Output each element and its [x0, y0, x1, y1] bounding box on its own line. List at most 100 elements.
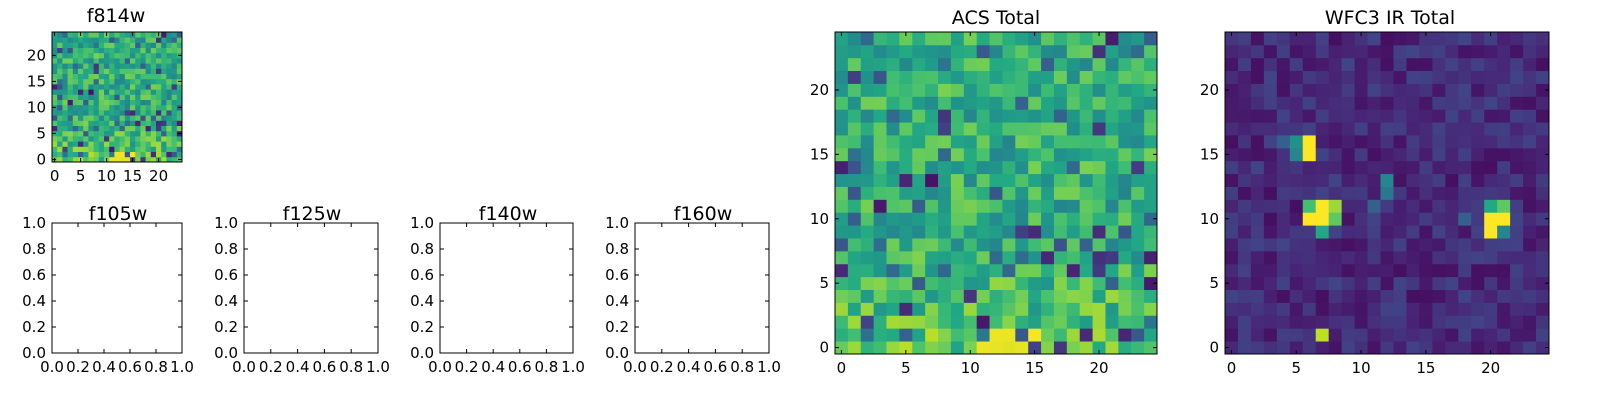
heatmap-cell: [1484, 238, 1498, 252]
heatmap-cell: [88, 42, 94, 48]
heatmap-cell: [1066, 109, 1081, 123]
heatmap-cell: [835, 328, 849, 342]
heatmap-cell: [1237, 147, 1252, 162]
heatmap-cell: [873, 212, 887, 226]
heatmap-cell: [1445, 328, 1459, 342]
heatmap-cell: [1458, 122, 1472, 136]
heatmap-cell: [161, 104, 167, 111]
heatmap-cell: [62, 120, 68, 126]
heatmap-cell: [989, 328, 1003, 342]
heatmap-cell: [1406, 57, 1420, 72]
heatmap-cell: [1328, 160, 1343, 175]
heatmap-cell: [1510, 341, 1524, 355]
heatmap-cell: [1523, 96, 1537, 110]
heatmap-cell: [1419, 122, 1433, 136]
heatmap-cell: [93, 37, 100, 43]
heatmap-cell: [1497, 32, 1511, 46]
heatmap-cell: [1484, 302, 1498, 316]
heatmap-cell: [57, 99, 63, 106]
heatmap-cell: [1053, 199, 1068, 213]
heatmap-cell: [83, 125, 89, 132]
heatmap-cell: [912, 328, 926, 342]
heatmap-cell: [899, 70, 913, 84]
heatmap-cell: [1497, 289, 1511, 303]
heatmap-cell: [1092, 122, 1106, 136]
heatmap-cell: [88, 110, 94, 116]
heatmap-cell: [114, 125, 120, 132]
heatmap-cell: [93, 156, 100, 163]
heatmap-cell: [176, 94, 183, 100]
heatmap-cell: [98, 58, 105, 64]
heatmap-cell: [1341, 70, 1355, 84]
heatmap-cell: [156, 115, 162, 121]
heatmap-cell: [1237, 199, 1252, 213]
heatmap-cell: [150, 104, 157, 111]
heatmap-cell: [1419, 199, 1433, 213]
heatmap-cell: [1028, 263, 1042, 278]
heatmap-cell: [963, 341, 978, 355]
heatmap-cell: [950, 263, 965, 278]
heatmap-cell: [1367, 96, 1381, 110]
heatmap-cell: [1406, 289, 1420, 303]
heatmap-cell: [1066, 57, 1081, 72]
heatmap-cell: [1092, 173, 1106, 187]
heatmap-cell: [873, 44, 887, 59]
heatmap-cell: [912, 109, 926, 123]
heatmap-cell: [899, 122, 913, 136]
heatmap-cell: [1497, 83, 1511, 97]
heatmap-cell: [161, 47, 167, 54]
heatmap-cell: [1041, 263, 1055, 278]
heatmap-cell: [1354, 250, 1368, 265]
heatmap-cell: [156, 141, 162, 147]
heatmap-cell: [886, 199, 900, 213]
heatmap-cell: [72, 120, 79, 126]
y-tick-label: 10: [1200, 210, 1219, 228]
heatmap-cell: [1419, 212, 1433, 226]
heatmap-cell: [1092, 83, 1106, 97]
heatmap-cell: [1393, 173, 1407, 187]
heatmap-cell: [140, 125, 146, 132]
heatmap-cell: [1225, 276, 1239, 290]
heatmap-cell: [57, 47, 63, 54]
heatmap-cell: [1328, 122, 1343, 136]
heatmap-cell: [1079, 83, 1093, 97]
heatmap-cell: [150, 151, 157, 158]
heatmap-cell: [1393, 302, 1407, 316]
heatmap-cell: [1105, 238, 1119, 252]
heatmap-cell: [52, 58, 58, 64]
heatmap-cell: [130, 151, 136, 158]
heatmap-cell: [950, 109, 965, 123]
heatmap-cell: [1458, 250, 1472, 265]
heatmap-cell: [93, 151, 100, 158]
heatmap-cell: [1131, 173, 1145, 187]
heatmap-cell: [161, 63, 167, 69]
heatmap-cell: [1302, 160, 1317, 175]
heatmap-cell: [176, 110, 183, 116]
heatmap-cell: [1445, 212, 1459, 226]
heatmap-cell: [873, 109, 887, 123]
heatmap-cell: [886, 122, 900, 136]
heatmap-cell: [1053, 160, 1068, 175]
heatmap-cell: [1393, 341, 1407, 355]
heatmap-cell: [176, 120, 183, 126]
heatmap-cell: [1380, 70, 1394, 84]
heatmap-cell: [161, 94, 167, 100]
heatmap-cell: [67, 115, 74, 121]
heatmap-cell: [72, 42, 79, 48]
panel-title: ACS Total: [952, 7, 1040, 29]
heatmap-cell: [114, 84, 120, 90]
heatmap-cell: [1432, 199, 1446, 213]
heatmap-cell: [1354, 263, 1368, 278]
heatmap-cell: [1302, 122, 1317, 136]
heatmap-cell: [963, 135, 978, 149]
heatmap-cell: [886, 289, 900, 303]
heatmap-cell: [1484, 289, 1498, 303]
heatmap-cell: [1354, 70, 1368, 84]
heatmap-cell: [98, 130, 105, 137]
heatmap-cell: [989, 341, 1003, 355]
heatmap-cell: [1393, 289, 1407, 303]
heatmap-cell: [1053, 302, 1068, 316]
heatmap-cell: [1131, 70, 1145, 84]
heatmap-cell: [67, 84, 74, 90]
heatmap-cell: [1380, 341, 1394, 355]
